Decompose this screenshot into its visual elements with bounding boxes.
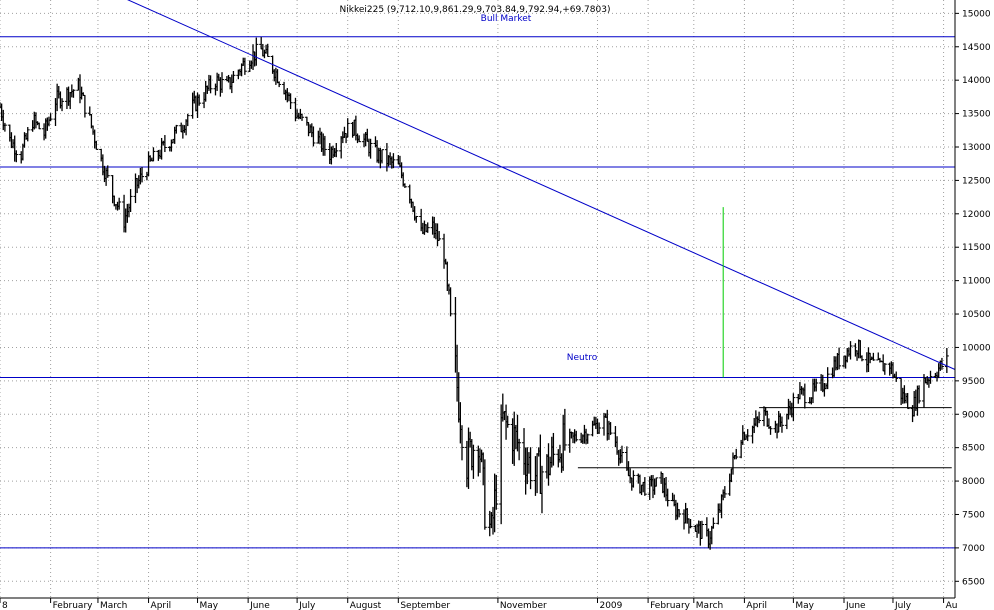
y-tick-label: 12000 (962, 210, 991, 220)
x-tick-label: May (795, 601, 814, 610)
y-tick-label: 13500 (962, 110, 991, 120)
y-tick-label: 9000 (962, 410, 985, 420)
y-tick-label: 14000 (962, 76, 991, 86)
y-tick-label: 14500 (962, 43, 991, 53)
x-tick-label: July (298, 601, 316, 610)
x-tick-label: February (53, 601, 94, 610)
y-tick-label: 7000 (962, 544, 985, 554)
x-tick-label: June (249, 601, 270, 610)
y-tick-label: 13000 (962, 143, 991, 153)
trend-lines (127, 0, 956, 378)
x-tick-label: April (151, 601, 172, 610)
y-tick-label: 11000 (962, 277, 991, 287)
x-tick-label: March (696, 601, 723, 610)
y-tick-label: 12500 (962, 176, 991, 186)
y-tick-label: 11500 (962, 243, 991, 253)
x-tick-label: September (400, 601, 450, 610)
x-tick-label: November (500, 601, 547, 610)
x-tick-label: 2009 (599, 601, 622, 610)
annotation-neutro: Neutro (567, 353, 598, 363)
y-tick-label: 7500 (962, 510, 985, 520)
x-tick-label: March (100, 601, 127, 610)
x-tick-label: August (350, 601, 382, 610)
y-tick-label: 8500 (962, 444, 985, 454)
x-tick-label: July (894, 601, 912, 610)
y-tick-label: 8000 (962, 477, 985, 487)
y-tick-label: 15000 (962, 9, 991, 19)
x-tick-label: 8 (2, 601, 8, 610)
annotation-bull-market: Bull Market (481, 14, 532, 24)
y-tick-label: 10500 (962, 310, 991, 320)
ohlc-bars (0, 37, 949, 550)
y-tick-label: 10000 (962, 343, 991, 353)
x-tick-label: Au (946, 601, 958, 610)
x-tick-label: February (650, 601, 691, 610)
chart-title: Nikkei225 (9,712.10,9,861.29,9,703.84,9,… (340, 5, 611, 15)
y-tick-label: 6500 (962, 577, 985, 587)
x-tick-label: June (845, 601, 866, 610)
trend-line (127, 0, 956, 370)
x-tick-label: April (746, 601, 767, 610)
y-tick-label: 9500 (962, 377, 985, 387)
x-tick-label: May (200, 601, 219, 610)
